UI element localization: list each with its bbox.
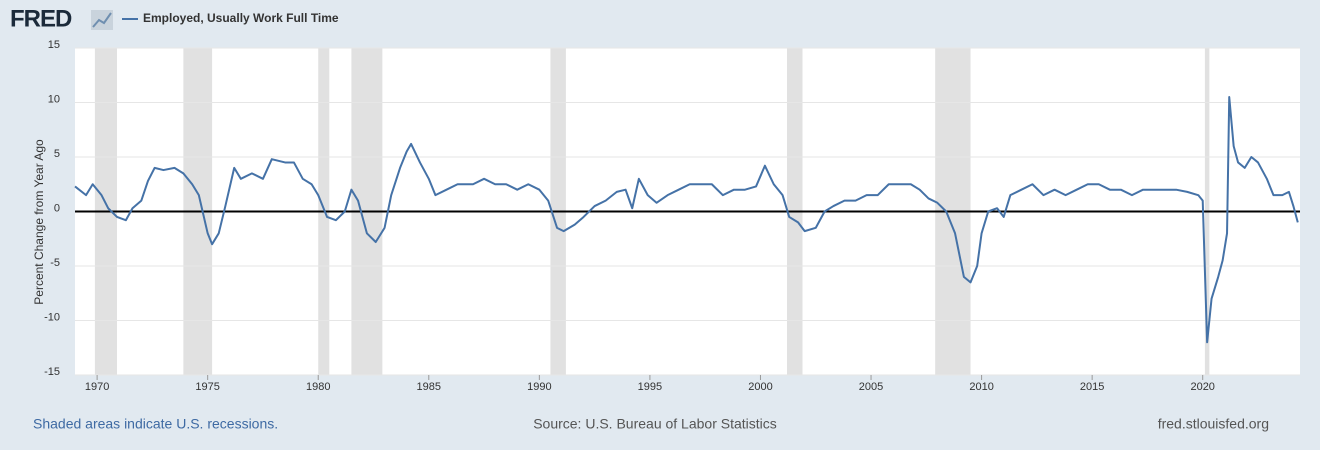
- x-tick-label: 1995: [638, 381, 662, 393]
- y-tick-label: -10: [44, 311, 60, 323]
- x-tick-label: 2000: [748, 381, 772, 393]
- y-tick-label: 5: [54, 148, 60, 160]
- x-tick-label: 2020: [1190, 381, 1214, 393]
- footer-note: Shaded areas indicate U.S. recessions.: [33, 416, 278, 432]
- footer-source: Source: U.S. Bureau of Labor Statistics: [533, 416, 777, 432]
- logo-icon-line: [92, 12, 112, 28]
- y-axis-label: Percent Change from Year Ago: [32, 139, 46, 305]
- y-tick-label: 10: [48, 93, 60, 105]
- x-tick-label: 1975: [195, 381, 219, 393]
- legend-label: Employed, Usually Work Full Time: [143, 11, 339, 25]
- logo: FRED: [10, 5, 72, 32]
- y-tick-label: -15: [44, 366, 60, 378]
- x-tick-label: 1990: [527, 381, 551, 393]
- y-tick-label: 15: [48, 39, 60, 51]
- x-tick-label: 2005: [859, 381, 883, 393]
- x-tick-label: 2015: [1080, 381, 1104, 393]
- x-tick-label: 2010: [969, 381, 993, 393]
- x-tick-label: 1980: [306, 381, 330, 393]
- logo-icon: [91, 10, 113, 30]
- y-tick-label: -5: [50, 257, 60, 269]
- data-line: [74, 96, 1299, 344]
- x-tick-label: 1970: [85, 381, 109, 393]
- y-tick-label: 0: [54, 202, 60, 214]
- footer-url: fred.stlouisfed.org: [1158, 416, 1269, 432]
- x-tick-label: 1985: [417, 381, 441, 393]
